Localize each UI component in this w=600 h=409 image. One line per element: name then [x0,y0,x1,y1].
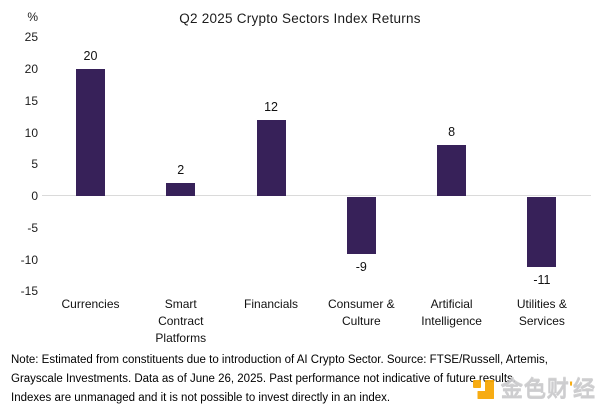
x-axis-label: Utilities & Services [516,297,567,328]
y-tick-label: -10 [20,252,38,267]
watermark-accent-tick: ' [568,378,574,397]
watermark: 金色财'经 [472,375,596,403]
bar-currencies [76,69,105,196]
y-tick-label: 10 [24,125,38,140]
bar-value-label: -9 [355,260,367,275]
bar-smart-contract-platforms [166,183,196,196]
x-axis-label: Currencies [61,297,120,311]
x-axis-label: Consumer & Culture [327,297,395,328]
y-tick-label: 20 [24,62,38,76]
bar-value-label: 2 [177,163,185,178]
bar-value-label: 20 [83,49,98,63]
bar-artificial-intelligence [437,145,467,196]
watermark-text: 金色财'经 [501,375,596,403]
watermark-text-part2: 经 [572,377,596,402]
y-tick-label: 5 [31,157,38,172]
x-axis-label: Artificial Intelligence [421,297,482,328]
bar-consumer-culture [346,197,376,255]
bar-value-label: 12 [264,99,278,114]
footnote: Note: Estimated from constituents due to… [11,354,548,404]
bar-utilities-services [527,197,557,267]
y-tick-label: 25 [24,30,38,45]
y-tick-label: -15 [20,284,38,299]
x-axis-label: Smart Contract Platforms [155,297,207,345]
jinse-logo-icon [472,380,494,399]
bar-value-label: -11 [533,272,551,287]
y-tick-label: 15 [24,93,38,108]
zero-gridline [42,195,591,197]
x-axis-label: Financials [244,297,299,311]
watermark-text-part1: 金色财 [500,377,570,402]
chart-title: Q2 2025 Crypto Sectors Index Returns [179,11,421,26]
bar-value-label: 8 [448,125,456,140]
y-tick-label: -5 [27,220,38,235]
bar-financials [256,119,286,196]
y-tick-label: 0 [31,189,38,203]
y-axis-unit-label: % [27,10,38,24]
